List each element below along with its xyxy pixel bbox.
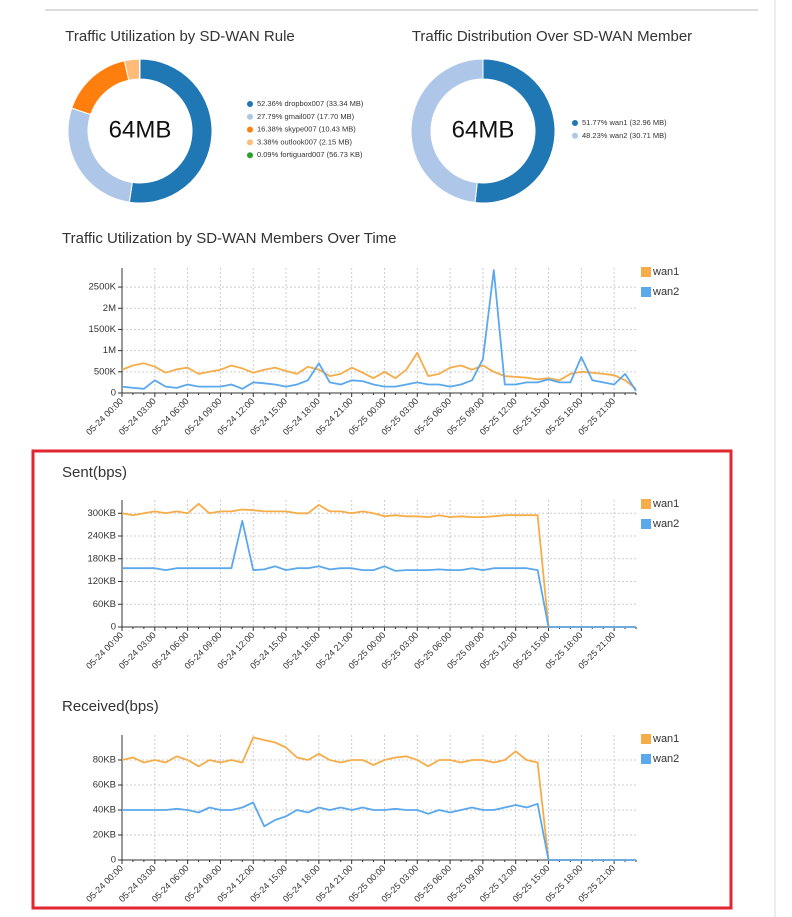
y-tick-label: 500K	[94, 366, 117, 377]
legend-swatch	[247, 152, 253, 159]
y-tick-label: 120KB	[87, 576, 116, 587]
chart-title: Traffic Distribution Over SD-WAN Member	[412, 28, 692, 45]
legend-swatch	[641, 499, 651, 509]
chart-title: Received(bps)	[62, 698, 159, 715]
center-label: 64MB	[109, 116, 172, 143]
series-line	[122, 520, 636, 628]
y-tick-label: 1M	[103, 345, 116, 356]
y-tick-label: 0	[111, 855, 116, 866]
legend-swatch	[572, 132, 578, 139]
series-line	[122, 801, 636, 861]
chart-title: Traffic Utilization by SD-WAN Rule	[65, 28, 295, 45]
legend-swatch	[572, 120, 578, 126]
legend-label: 27.79% gmail007 (17.70 MB)	[257, 112, 355, 121]
center-label: 64MB	[452, 116, 515, 143]
legend-swatch	[641, 267, 651, 277]
legend-swatch	[641, 519, 651, 529]
legend-label: 51.77% wan1 (32.96 MB)	[582, 118, 667, 127]
y-tick-label: 80KB	[93, 755, 116, 766]
chart-title: Traffic Utilization by SD-WAN Members Ov…	[62, 230, 397, 247]
legend-swatch	[641, 754, 651, 764]
legend-label: 16.38% skype007 (10.43 MB)	[257, 125, 356, 134]
donut-slice	[474, 58, 556, 204]
y-tick-label: 40KB	[93, 805, 116, 816]
legend-label: 48.23% wan2 (30.71 MB)	[582, 131, 667, 140]
legend-label: 52.36% dropbox007 (33.34 MB)	[257, 99, 364, 108]
legend-label: wan2	[652, 518, 679, 530]
series-line	[121, 736, 636, 861]
legend-swatch	[247, 139, 253, 146]
y-tick-label: 2500K	[89, 282, 117, 293]
donut-slice	[128, 58, 213, 204]
legend-swatch	[247, 113, 253, 120]
legend-label: 0.09% fortiguard007 (56.73 KB)	[257, 150, 363, 159]
legend-label: wan2	[652, 286, 679, 298]
series-line	[121, 502, 636, 628]
y-tick-label: 60KB	[93, 599, 116, 610]
legend-label: 3.38% outlook007 (2.15 MB)	[257, 137, 353, 146]
legend-label: wan1	[652, 266, 679, 278]
y-tick-label: 60KB	[93, 780, 116, 791]
y-tick-label: 0	[111, 622, 116, 633]
legend-label: wan1	[652, 498, 679, 510]
y-tick-label: 240KB	[87, 531, 116, 542]
y-tick-label: 1500K	[89, 324, 117, 335]
legend-swatch	[641, 287, 651, 297]
legend-swatch	[247, 126, 253, 133]
legend-swatch	[247, 101, 253, 107]
highlight-box	[31, 449, 733, 910]
series-line	[121, 269, 637, 392]
y-tick-label: 180KB	[87, 553, 116, 564]
legend-label: wan1	[652, 733, 679, 745]
y-tick-label: 2M	[103, 303, 116, 314]
y-tick-label: 0	[111, 388, 116, 399]
y-tick-label: 20KB	[93, 830, 116, 841]
legend-swatch	[641, 734, 651, 744]
y-tick-label: 300KB	[87, 508, 116, 519]
donut-slice	[410, 58, 484, 204]
legend-label: wan2	[652, 753, 679, 765]
chart-title: Sent(bps)	[62, 464, 127, 481]
series-line	[121, 351, 637, 390]
donut-slice	[71, 60, 130, 116]
